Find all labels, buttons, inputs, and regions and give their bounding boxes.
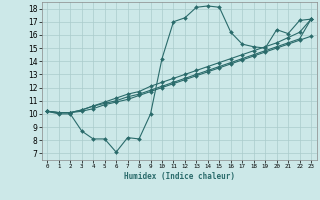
X-axis label: Humidex (Indice chaleur): Humidex (Indice chaleur) xyxy=(124,172,235,181)
